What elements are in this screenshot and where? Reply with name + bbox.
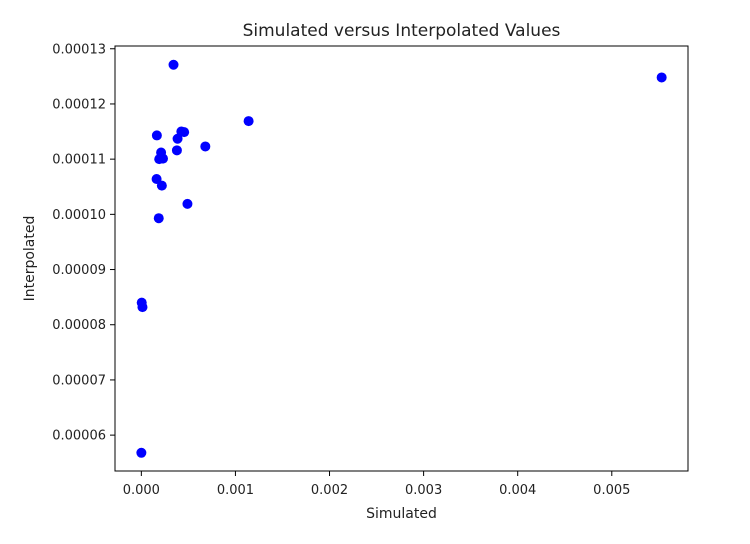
ticks-layer: 0.000 0.001 0.002 0.003 0.004 0.005 0.00006 0.0… [52,42,630,498]
y-axis-title: Interpolated [22,216,38,302]
y-tick-label: 0.00013 [52,42,106,57]
x-tick-label: 0.000 [123,483,160,498]
x-axis-title: Simulated [366,506,437,522]
data-point [243,116,254,127]
y-tick-label: 0.00011 [52,153,106,168]
data-point [156,180,167,191]
y-tick-label: 0.00009 [52,263,106,278]
data-point [151,130,162,141]
x-tick-label: 0.004 [499,483,536,498]
data-point [200,141,211,152]
plot-frame [114,45,689,472]
data-point [182,198,193,209]
data-point [137,302,148,313]
y-tick-label: 0.00007 [52,373,106,388]
data-point [168,59,179,70]
chart-title: Simulated versus Interpolated Values [243,21,561,41]
data-point [153,213,164,224]
x-tick-label: 0.005 [593,483,630,498]
data-point [656,72,667,83]
y-tick-label: 0.00012 [52,97,106,112]
y-tick-label: 0.00010 [52,208,106,223]
data-point [171,145,182,156]
x-tick-label: 0.002 [311,483,348,498]
y-tick-label: 0.00008 [52,318,106,333]
y-tick-label: 0.00006 [52,429,106,444]
x-tick-label: 0.003 [405,483,442,498]
data-point [157,153,168,164]
data-point [136,447,147,458]
x-tick-label: 0.001 [217,483,254,498]
points-layer [136,59,667,458]
data-point [179,127,190,138]
